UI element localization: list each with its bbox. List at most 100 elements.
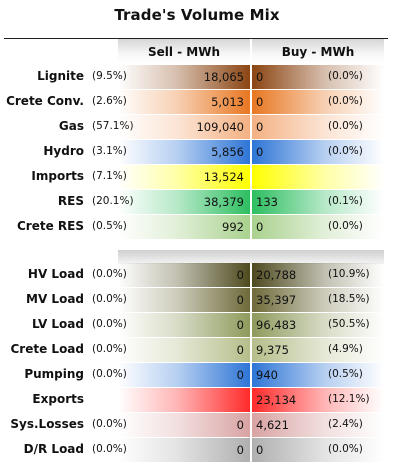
buy-percent: (0.0%) — [328, 145, 363, 157]
sell-cell: 0 — [118, 288, 250, 312]
buy-cell: 35,397 — [252, 288, 384, 312]
sell-value: 0 — [236, 443, 244, 457]
row-label: Gas — [58, 119, 84, 133]
table-row: D/R Load (0.0%) 0 0 (0.0%) — [0, 438, 402, 462]
buy-percent: (12.1%) — [328, 393, 370, 405]
table-row: Exports 23,134 (12.1%) — [0, 388, 402, 412]
row-label: Crete Conv. — [6, 94, 84, 108]
table-row: Gas (57.1%) 109,040 0 (0.0%) — [0, 115, 402, 139]
buy-percent: (4.9%) — [328, 343, 363, 355]
buy-value: 0 — [256, 443, 264, 457]
buy-value: 4,621 — [256, 418, 289, 432]
buy-percent: (0.0%) — [328, 220, 363, 232]
row-label: Exports — [32, 392, 84, 406]
section-separator — [118, 250, 384, 264]
buy-value: 23,134 — [256, 393, 297, 407]
row-label: MV Load — [26, 292, 84, 306]
sell-cell: 0 — [118, 313, 250, 337]
sell-cell: 0 — [118, 363, 250, 387]
table-row: LV Load (0.0%) 0 96,483 (50.5%) — [0, 313, 402, 337]
buy-percent: (2.4%) — [328, 418, 363, 430]
sell-cell: 992 — [118, 215, 250, 239]
sell-cell: 13,524 — [118, 165, 250, 189]
row-label: Hydro — [43, 144, 84, 158]
table-row: Sys.Losses (0.0%) 0 4,621 (2.4%) — [0, 413, 402, 437]
sell-column-header: Sell - MWh — [147, 45, 221, 59]
buy-cell: 96,483 — [252, 313, 384, 337]
buy-cell: 0 — [252, 140, 384, 164]
header-rule — [4, 38, 388, 39]
sell-value: 18,065 — [203, 70, 244, 84]
buy-value: 0 — [256, 145, 264, 159]
buy-value: 0 — [256, 95, 264, 109]
buy-value: 20,788 — [256, 268, 297, 282]
table-row: Crete Conv. (2.6%) 5,013 0 (0.0%) — [0, 90, 402, 114]
buy-header-shade — [252, 39, 384, 64]
buy-value: 0 — [256, 120, 264, 134]
row-label: Crete RES — [17, 219, 84, 233]
sell-cell: 38,379 — [118, 190, 250, 214]
table-row: Hydro (3.1%) 5,856 0 (0.0%) — [0, 140, 402, 164]
table-row: HV Load (0.0%) 0 20,788 (10.9%) — [0, 263, 402, 287]
row-label: Imports — [31, 169, 84, 183]
table-row: RES (20.1%) 38,379 133 (0.1%) — [0, 190, 402, 214]
buy-percent: (0.1%) — [328, 195, 363, 207]
sell-cell: 109,040 — [118, 115, 250, 139]
sell-value: 0 — [236, 368, 244, 382]
buy-value: 133 — [256, 195, 278, 209]
row-label: LV Load — [31, 317, 84, 331]
buy-percent: (0.5%) — [328, 368, 363, 380]
buy-cell: 0 — [252, 65, 384, 89]
row-label: RES — [57, 194, 84, 208]
buy-cell: 9,375 — [252, 338, 384, 362]
sell-cell: 5,856 — [118, 140, 250, 164]
table-row: Lignite (9.5%) 18,065 0 (0.0%) — [0, 65, 402, 89]
buy-value: 0 — [256, 70, 264, 84]
chart-title: Trade's Volume Mix — [114, 6, 280, 24]
buy-cell: 4,621 — [252, 413, 384, 437]
buy-cell: 133 — [252, 190, 384, 214]
sell-value: 0 — [236, 418, 244, 432]
sell-value: 0 — [236, 343, 244, 357]
buy-cell: 0 — [252, 115, 384, 139]
sell-header-shade — [118, 39, 250, 64]
buy-value: 0 — [256, 220, 264, 234]
buy-column-header: Buy - MWh — [281, 45, 355, 59]
buy-cell: 940 — [252, 363, 384, 387]
row-label: Pumping — [24, 367, 84, 381]
buy-percent: (0.0%) — [328, 95, 363, 107]
sell-value: 5,013 — [211, 95, 244, 109]
sell-value: 38,379 — [203, 195, 244, 209]
buy-value: 9,375 — [256, 343, 289, 357]
sell-cell: 0 — [118, 338, 250, 362]
sell-value: 0 — [236, 268, 244, 282]
row-label: Lignite — [37, 69, 84, 83]
table-row: Crete Load (0.0%) 0 9,375 (4.9%) — [0, 338, 402, 362]
buy-percent: (0.0%) — [328, 443, 363, 455]
sell-value: 5,856 — [211, 145, 244, 159]
sell-cell — [118, 388, 250, 412]
buy-percent: (10.9%) — [328, 268, 370, 280]
sell-cell: 5,013 — [118, 90, 250, 114]
buy-value: 96,483 — [256, 318, 297, 332]
sell-cell: 0 — [118, 438, 250, 462]
row-label: Crete Load — [10, 342, 85, 356]
buy-value: 940 — [256, 368, 278, 382]
sell-cell: 0 — [118, 413, 250, 437]
sell-value: 13,524 — [203, 170, 244, 184]
table-row: Imports (7.1%) 13,524 — [0, 165, 402, 189]
sell-cell: 18,065 — [118, 65, 250, 89]
table-row: Crete RES (0.5%) 992 0 (0.0%) — [0, 215, 402, 239]
buy-percent: (18.5%) — [328, 293, 370, 305]
sell-value: 0 — [236, 293, 244, 307]
row-label: HV Load — [27, 267, 84, 281]
buy-cell — [252, 165, 384, 189]
buy-cell: 20,788 — [252, 263, 384, 287]
row-label: Sys.Losses — [10, 417, 84, 431]
buy-percent: (0.0%) — [328, 70, 363, 82]
buy-cell: 23,134 — [252, 388, 384, 412]
buy-value: 35,397 — [256, 293, 297, 307]
table-row: Pumping (0.0%) 0 940 (0.5%) — [0, 363, 402, 387]
buy-cell: 0 — [252, 215, 384, 239]
table-row: MV Load (0.0%) 0 35,397 (18.5%) — [0, 288, 402, 312]
